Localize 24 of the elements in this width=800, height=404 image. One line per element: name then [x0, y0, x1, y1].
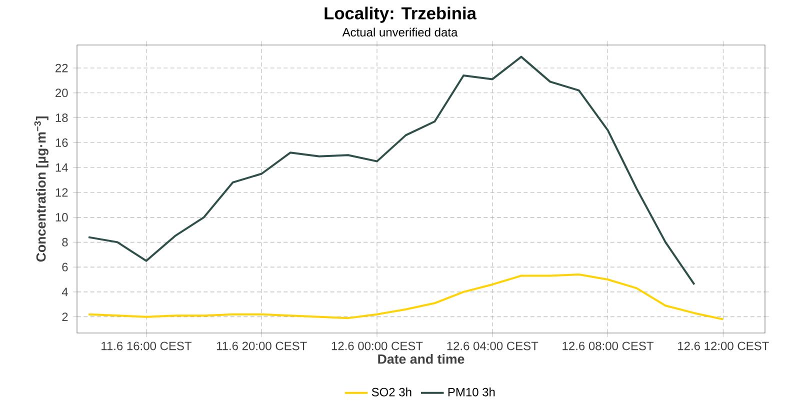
- x-tick-label: 11.6 20:00 CEST: [216, 342, 307, 350]
- y-tick-label: 18: [56, 114, 68, 122]
- x-tick-label: 12.6 12:00 CEST: [678, 342, 769, 350]
- chart-subtitle: Actual unverified data: [342, 28, 458, 37]
- y-tick-label: 4: [62, 288, 68, 296]
- x-tick-label: 12.6 00:00 CEST: [332, 342, 423, 350]
- x-tick-label: 12.6 04:00 CEST: [447, 342, 538, 350]
- y-tick-label: 10: [56, 213, 68, 222]
- y-tick-label: 16: [56, 138, 68, 148]
- legend-label: SO2 3h: [372, 388, 412, 397]
- y-tick-label: 22: [56, 64, 68, 72]
- x-axis-title: Date and time: [378, 354, 464, 364]
- chart-title: Locality: Trzebinia: [324, 6, 477, 24]
- line-series: [88, 56, 696, 286]
- y-tick-label: 12: [56, 188, 68, 197]
- y-tick-label: 6: [62, 263, 68, 272]
- x-tick-label: 12.6 08:00 CEST: [562, 342, 654, 350]
- y-tick-label: 20: [56, 88, 68, 98]
- y-tick-label: 8: [62, 238, 68, 247]
- y-tick-label: 14: [56, 164, 68, 172]
- x-tick-label: 11.6 16:00 CEST: [102, 342, 192, 350]
- legend-label: PM10 3h: [448, 388, 495, 397]
- y-axis-title: Concentration [µg·m$^{−3}$]: [34, 116, 48, 262]
- y-tick-label: 2: [62, 312, 68, 322]
